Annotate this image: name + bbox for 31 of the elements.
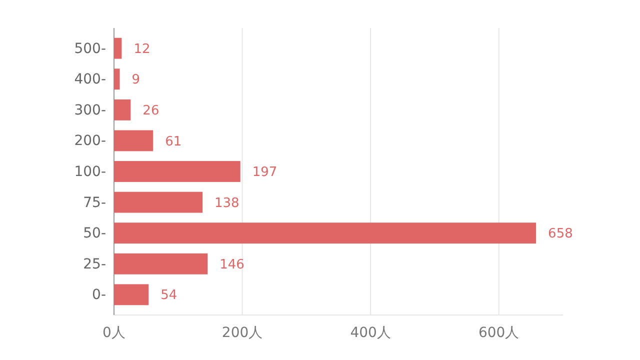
- x-tick-label: 400人: [350, 324, 391, 341]
- bar: [114, 284, 149, 306]
- y-tick-label: 500-: [74, 40, 106, 57]
- bar: [114, 192, 203, 213]
- data-label: 658: [548, 226, 573, 242]
- bar: [114, 222, 536, 244]
- data-label: 26: [142, 103, 160, 118]
- data-label: 197: [252, 165, 278, 180]
- bar: [114, 68, 120, 90]
- bar: [114, 38, 122, 59]
- data-label: 54: [160, 288, 178, 304]
- data-label: 146: [220, 257, 244, 272]
- y-tick-label: 100-: [74, 164, 106, 180]
- bar: [114, 130, 154, 152]
- y-tick-label: 50-: [83, 226, 106, 242]
- y-tick-label: 300-: [74, 102, 106, 118]
- y-tick-label: 75-: [83, 194, 106, 211]
- data-label: 61: [165, 134, 182, 150]
- bar: [114, 253, 208, 274]
- y-tick-label: 25-: [83, 256, 106, 272]
- y-tick-label: 200-: [74, 133, 106, 150]
- data-label: 9: [132, 72, 140, 88]
- y-tick-label: 400-: [74, 72, 106, 88]
- x-tick-label: 0人: [102, 324, 126, 341]
- bar: [114, 99, 131, 120]
- data-label: 138: [214, 196, 240, 211]
- x-tick-label: 200人: [222, 324, 263, 341]
- data-label: 12: [134, 42, 150, 57]
- bar: [114, 161, 240, 182]
- y-tick-label: 0-: [92, 287, 106, 304]
- x-tick-label: 600人: [478, 324, 520, 341]
